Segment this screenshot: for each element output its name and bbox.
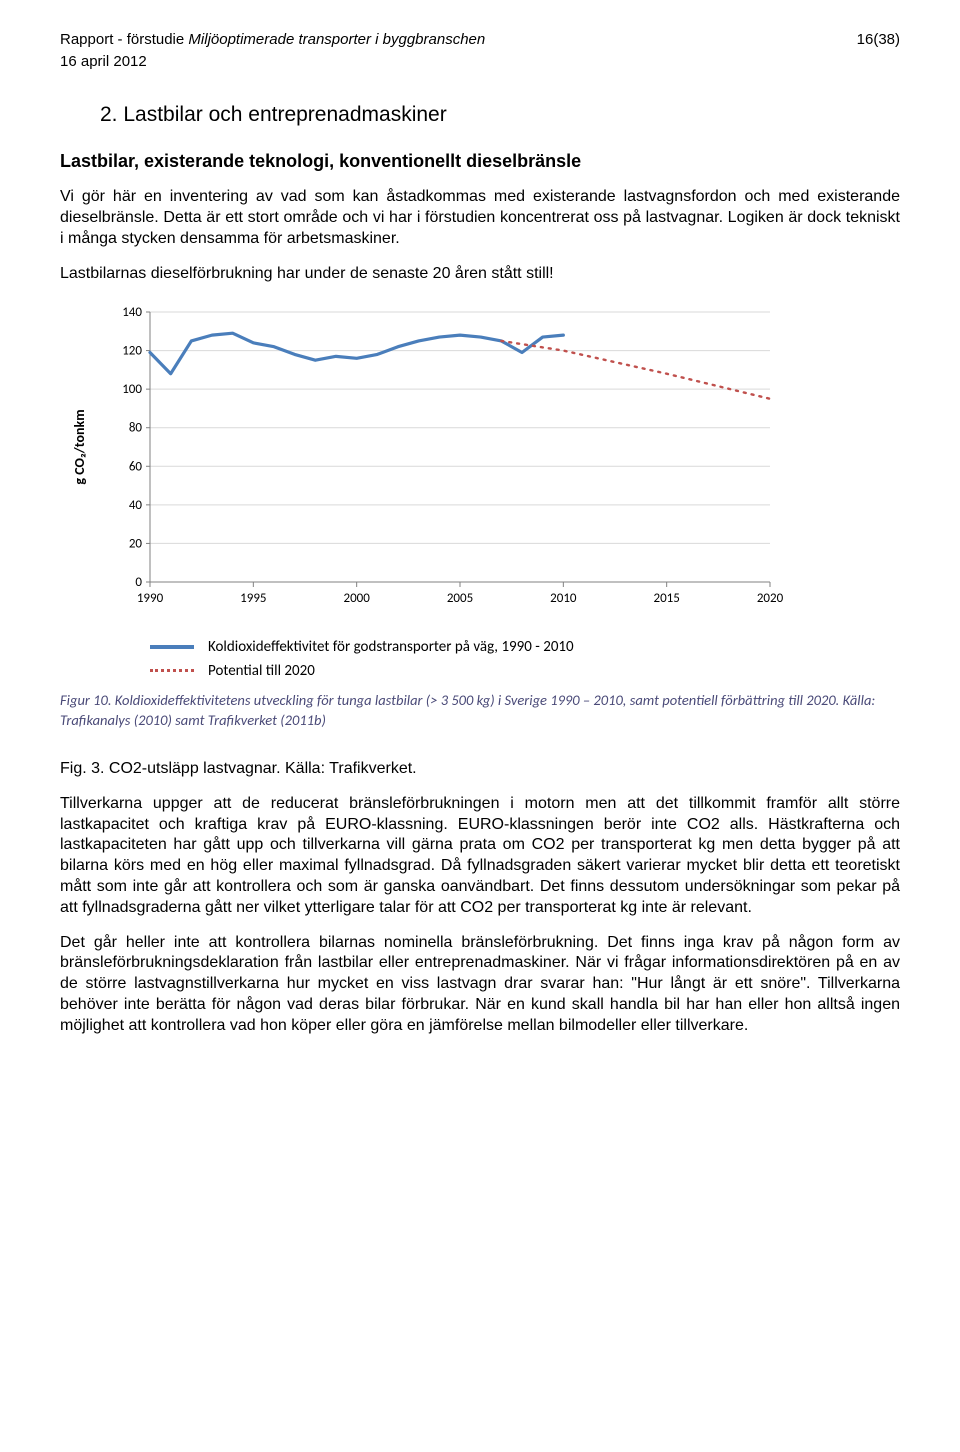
svg-text:1995: 1995 [240, 591, 266, 606]
legend-item-dotted: Potential till 2020 [150, 661, 900, 681]
report-title: Miljöoptimerade transporter i byggbransc… [188, 31, 485, 48]
body-paragraph-2: Det går heller inte att kontrollera bila… [60, 933, 900, 1037]
chart-svg: 0 20 40 60 80 100 120 140 1990 1995 2000 2005 2010 20… [60, 302, 840, 622]
legend-label-dotted: Potential till 2020 [208, 661, 315, 681]
legend-swatch-solid [150, 645, 194, 649]
co2-chart: 0 20 40 60 80 100 120 140 1990 1995 2000 2005 2010 20… [60, 302, 900, 730]
header-left: Rapport - förstudie Miljöoptimerade tran… [60, 30, 485, 73]
svg-text:40: 40 [129, 498, 143, 513]
figure-label: Fig. 3. CO2-utsläpp lastvagnar. Källa: T… [60, 758, 900, 780]
svg-text:2000: 2000 [343, 591, 370, 606]
svg-text:140: 140 [122, 305, 142, 320]
svg-text:1990: 1990 [137, 591, 164, 606]
svg-text:g CO₂/tonkm: g CO₂/tonkm [71, 410, 88, 485]
svg-text:80: 80 [129, 421, 143, 436]
header-date: 16 april 2012 [60, 52, 485, 72]
legend-item-solid: Koldioxideffektivitet för godstransporte… [150, 637, 900, 657]
svg-text:20: 20 [129, 537, 143, 552]
intro-paragraph-1: Vi gör här en inventering av vad som kan… [60, 187, 900, 249]
svg-text:2005: 2005 [447, 591, 473, 606]
svg-text:60: 60 [129, 460, 143, 475]
legend-label-solid: Koldioxideffektivitet för godstransporte… [208, 637, 574, 657]
svg-text:100: 100 [122, 382, 142, 397]
page-header: Rapport - förstudie Miljöoptimerade tran… [60, 30, 900, 73]
chart-legend: Koldioxideffektivitet för godstransporte… [150, 637, 900, 682]
page-number: 16(38) [857, 30, 900, 50]
svg-text:120: 120 [122, 344, 142, 359]
section-title: Lastbilar och entreprenadmaskiner [123, 103, 446, 126]
section-number: 2. [100, 103, 118, 126]
intro-paragraph-2: Lastbilarnas dieselförbrukning har under… [60, 264, 900, 285]
report-label: Rapport - förstudie [60, 31, 184, 48]
section-heading: 2. Lastbilar och entreprenadmaskiner [100, 101, 900, 129]
svg-text:2010: 2010 [550, 591, 577, 606]
svg-text:2020: 2020 [757, 591, 784, 606]
legend-swatch-dotted [150, 669, 194, 672]
body-paragraph-1: Tillverkarna uppger att de reducerat brä… [60, 794, 900, 919]
svg-text:0: 0 [135, 575, 142, 590]
svg-text:2015: 2015 [653, 591, 679, 606]
sub-heading: Lastbilar, existerande teknologi, konven… [60, 149, 900, 173]
header-title-line: Rapport - förstudie Miljöoptimerade tran… [60, 30, 485, 50]
chart-caption: Figur 10. Koldioxideffektivitetens utvec… [60, 691, 900, 730]
